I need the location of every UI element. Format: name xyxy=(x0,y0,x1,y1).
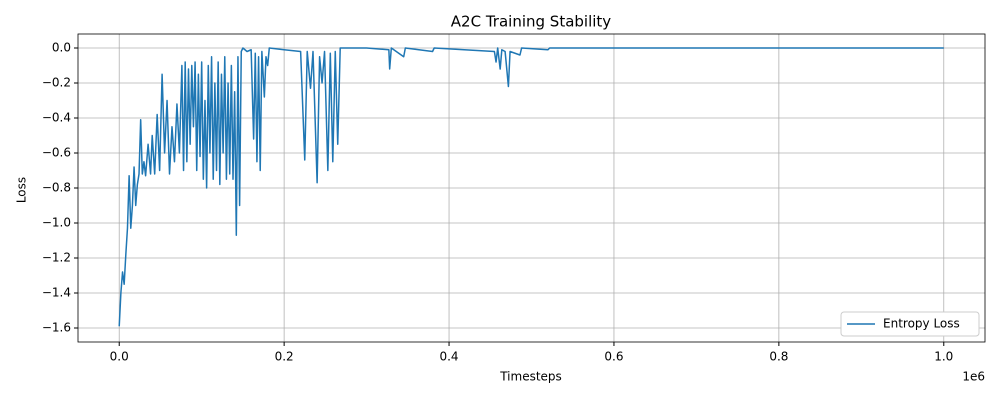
line-series xyxy=(118,47,944,327)
x-offset-label: 1e6 xyxy=(962,370,985,384)
legend-label: Entropy Loss xyxy=(883,317,960,331)
y-tick-label: −1.6 xyxy=(42,321,71,335)
x-tick-label: 0.6 xyxy=(604,350,623,364)
x-tick-label: 1.0 xyxy=(934,350,953,364)
x-tick-label: 0.4 xyxy=(439,350,458,364)
chart-title: A2C Training Stability xyxy=(451,13,612,31)
y-tick-label: −0.6 xyxy=(42,146,71,160)
x-axis-label: Timesteps xyxy=(499,370,562,384)
y-tick-label: −1.4 xyxy=(42,286,71,300)
y-tick-label: −0.4 xyxy=(42,111,71,125)
plot-frame xyxy=(77,33,986,343)
x-tick-label: 0.2 xyxy=(275,350,294,364)
y-tick-label: −1.0 xyxy=(42,216,71,230)
legend-box xyxy=(840,311,980,337)
x-tick-label: 0.0 xyxy=(110,350,129,364)
y-axis-label: Loss xyxy=(15,177,29,203)
y-tick-label: −1.2 xyxy=(42,251,71,265)
y-tick-label: 0.0 xyxy=(52,41,71,55)
y-tick-label: −0.2 xyxy=(42,76,71,90)
y-tick-label: −0.8 xyxy=(42,181,71,195)
x-tick-label: 0.8 xyxy=(769,350,788,364)
